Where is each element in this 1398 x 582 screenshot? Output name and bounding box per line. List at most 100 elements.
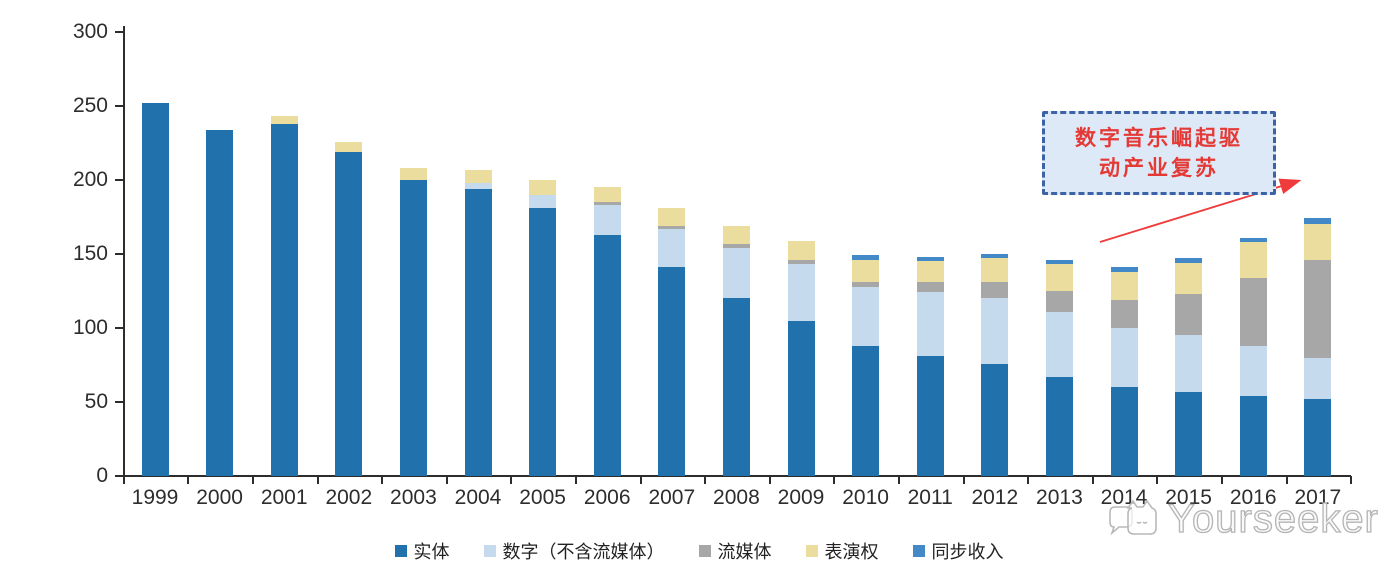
bar-segment-2009 <box>787 259 815 265</box>
bar-segment-2003 <box>399 168 427 180</box>
bar-segment-2009 <box>787 240 815 260</box>
bar-segment-2014 <box>1110 328 1138 388</box>
watermark-brand-text: Yourseeker <box>1167 496 1379 541</box>
x-axis-category-label: 2017 <box>1294 486 1342 509</box>
x-axis-tick-mark <box>510 476 513 484</box>
bar-segment-2003 <box>399 180 427 476</box>
bar-segment-2004 <box>464 169 492 183</box>
bar-segment-2006 <box>593 187 621 203</box>
bar-segment-2012 <box>981 258 1009 283</box>
x-axis-tick-mark <box>897 476 900 484</box>
legend-item: 数字（不含流媒体） <box>483 538 665 564</box>
bar-segment-2014 <box>1110 299 1138 328</box>
bar-segment-2007 <box>658 208 686 226</box>
x-axis-tick-mark <box>381 476 384 484</box>
x-axis-category-label: 2009 <box>777 486 825 509</box>
y-axis-tick-mark <box>115 179 123 181</box>
bar-segment-2007 <box>658 267 686 476</box>
x-axis-tick-mark <box>962 476 965 484</box>
x-axis-line <box>123 475 1351 477</box>
bar-segment-2017 <box>1304 399 1332 476</box>
x-axis-category-label: 2011 <box>907 486 953 509</box>
bar-segment-2012 <box>981 282 1009 299</box>
bar-segment-2017 <box>1304 224 1332 260</box>
bar-segment-2016 <box>1239 237 1267 243</box>
x-axis-category-label: 2005 <box>519 486 566 509</box>
bar-segment-2011 <box>916 261 944 283</box>
x-axis-category-label: 2004 <box>454 486 502 509</box>
annotation-callout-box: 数字音乐崛起驱 动产业复苏 <box>1042 111 1276 195</box>
x-axis-category-label: 2013 <box>1036 486 1083 509</box>
x-axis-tick-mark <box>1091 476 1094 484</box>
bar-segment-2009 <box>787 264 815 321</box>
legend-swatch-icon <box>805 545 818 557</box>
x-axis-category-label: 1999 <box>131 486 179 509</box>
bar-segment-2017 <box>1304 259 1332 358</box>
bar-segment-2017 <box>1304 357 1332 400</box>
bar-segment-2013 <box>1045 264 1073 291</box>
bar-segment-2007 <box>658 228 686 268</box>
x-axis-category-label: 2007 <box>648 486 696 509</box>
bar-segment-2002 <box>335 151 363 476</box>
x-axis-category-label: 2001 <box>260 486 308 509</box>
x-axis-tick-mark <box>251 476 254 484</box>
x-axis-category-label: 2014 <box>1100 486 1148 509</box>
bar-segment-2008 <box>722 248 750 299</box>
bar-segment-2017 <box>1304 218 1332 225</box>
x-axis-category-label: 2015 <box>1165 486 1212 509</box>
x-axis-tick-mark <box>1220 476 1223 484</box>
yourseeker-cat-logo-icon <box>1109 499 1157 536</box>
bar-segment-2012 <box>981 298 1009 364</box>
x-axis-tick-mark <box>768 476 771 484</box>
x-axis-category-label: 2006 <box>583 486 631 509</box>
legend-label: 表演权 <box>824 542 879 562</box>
x-axis-category-label: 2003 <box>390 486 437 509</box>
bar-segment-2014 <box>1110 387 1138 476</box>
legend-item: 表演权 <box>805 538 879 564</box>
bar-segment-2011 <box>916 292 944 357</box>
legend-swatch-icon <box>698 545 711 557</box>
legend: 实体 数字（不含流媒体） 流媒体 表演权 同步收入 <box>0 536 1398 566</box>
bar-segment-2006 <box>593 202 621 206</box>
x-axis-tick-mark <box>445 476 448 484</box>
bar-segment-1999 <box>141 103 169 476</box>
legend-item: 流媒体 <box>698 538 772 564</box>
y-axis-tick-mark <box>115 327 123 329</box>
y-axis-tick-label: 300 <box>72 20 108 43</box>
bar-segment-2006 <box>593 234 621 476</box>
bar-segment-2010 <box>852 259 880 283</box>
bar-segment-2008 <box>722 243 750 249</box>
bar-segment-2005 <box>529 194 557 209</box>
x-axis-category-label: 2002 <box>325 486 373 509</box>
bar-segment-2016 <box>1239 277 1267 346</box>
x-axis-tick-mark <box>574 476 577 484</box>
bar-segment-2010 <box>852 345 880 476</box>
bar-segment-2014 <box>1110 271 1138 300</box>
y-axis-tick-mark <box>115 31 123 33</box>
bar-segment-2015 <box>1175 262 1203 294</box>
bar-segment-2002 <box>335 141 363 152</box>
x-axis-tick-mark <box>639 476 642 484</box>
bar-segment-2013 <box>1045 259 1073 265</box>
y-axis-tick-label: 100 <box>72 316 108 339</box>
bar-segment-2008 <box>722 298 750 476</box>
legend-label: 流媒体 <box>717 542 772 562</box>
bar-segment-2013 <box>1045 376 1073 476</box>
x-axis-tick-mark <box>1156 476 1159 484</box>
y-axis-line <box>123 26 125 477</box>
bar-segment-2006 <box>593 205 621 235</box>
bar-segment-2001 <box>270 123 298 476</box>
bar-segment-2016 <box>1239 345 1267 397</box>
bar-segment-2008 <box>722 225 750 244</box>
legend-swatch-icon <box>394 545 407 557</box>
bar-segment-2010 <box>852 255 880 260</box>
y-axis-tick-label: 150 <box>72 242 108 265</box>
bar-segment-2010 <box>852 286 880 346</box>
x-axis-tick-mark <box>833 476 836 484</box>
bar-segment-2009 <box>787 320 815 476</box>
x-axis-category-label: 2012 <box>971 486 1019 509</box>
legend-swatch-icon <box>483 545 496 557</box>
y-axis-tick-mark <box>115 105 123 107</box>
bar-segment-2005 <box>529 208 557 476</box>
